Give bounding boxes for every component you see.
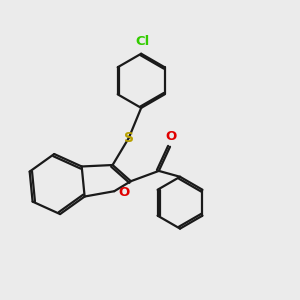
Text: S: S xyxy=(124,131,134,145)
Text: Cl: Cl xyxy=(136,35,150,48)
Text: O: O xyxy=(165,130,176,143)
Text: O: O xyxy=(118,186,130,199)
